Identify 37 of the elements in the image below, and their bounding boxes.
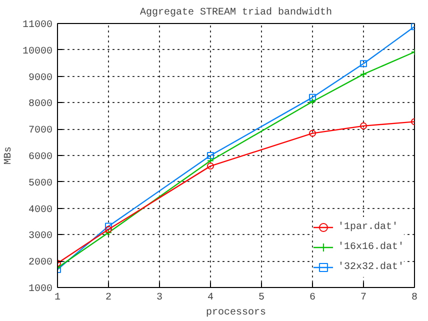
x-tick-label: 6 (310, 292, 316, 304)
y-tick-label: 2000 (28, 258, 53, 269)
y-tick-label: 6000 (28, 152, 53, 163)
y-tick-label: 1000 (28, 284, 53, 295)
point (360, 60, 367, 68)
legend-label: '16x16.dat' (338, 242, 404, 252)
x-axis-title: processors (206, 308, 266, 318)
chart-title: Aggregate STREAM triad bandwidth (140, 6, 332, 18)
legend-label: '32x32.dat' (338, 262, 404, 272)
y-tick-label: 4000 (28, 204, 53, 216)
x-tick-label: 8 (412, 292, 418, 304)
y-tick-label: 3000 (28, 231, 53, 242)
y-axis-title: MBs (3, 146, 14, 164)
x-tick-label: 3 (156, 292, 163, 304)
point (105, 229, 112, 236)
y-tick-label: 8000 (28, 99, 53, 110)
y-tick-label: 9000 (28, 72, 53, 84)
point (105, 226, 112, 233)
point (105, 222, 112, 230)
y-tick-label: 10000 (22, 46, 53, 58)
x-tick-label: 4 (208, 292, 214, 304)
x-tick-label: 7 (360, 292, 367, 304)
point (360, 122, 367, 130)
x-tick-label: 2 (106, 292, 112, 304)
point (309, 94, 316, 101)
x-tick-label: 1 (54, 292, 61, 304)
y-tick-label: 5000 (28, 178, 53, 190)
point (309, 130, 316, 137)
x-tick-label: 5 (258, 292, 265, 304)
point (207, 157, 214, 164)
y-tick-label: 7000 (28, 126, 53, 137)
point (207, 162, 214, 170)
point (309, 98, 316, 106)
point (360, 70, 367, 78)
point (207, 152, 214, 159)
y-tick-label: 11000 (22, 20, 53, 31)
legend-label: '1par.dat' (338, 222, 398, 232)
